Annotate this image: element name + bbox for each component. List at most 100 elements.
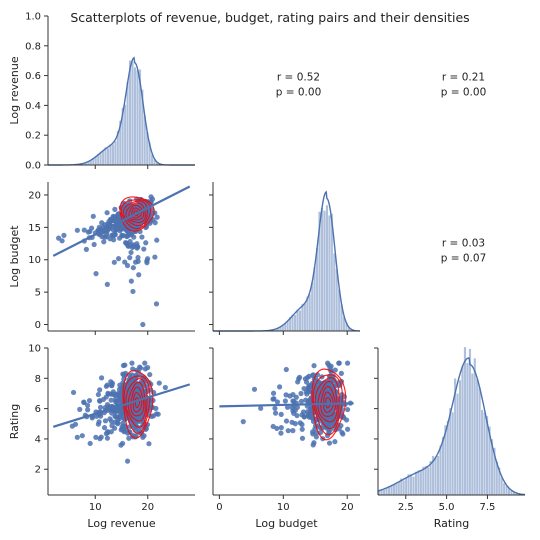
correlation-p-text: p = 0.07 xyxy=(441,253,487,265)
scatter-point xyxy=(154,214,160,220)
kde-contour xyxy=(311,368,347,441)
scatter-point xyxy=(108,379,114,385)
scatter-point xyxy=(153,405,159,412)
scatter-point xyxy=(147,371,153,378)
x-tick-label: 10 xyxy=(89,502,102,513)
scatter-point xyxy=(136,272,142,278)
hist-bar xyxy=(109,144,112,166)
x-tick-label: 2.5 xyxy=(398,502,414,513)
scatter-point xyxy=(110,227,116,233)
hist-bar xyxy=(417,470,420,496)
scatter-point xyxy=(113,395,119,402)
scatter-point xyxy=(143,240,149,246)
scatter-point xyxy=(274,425,280,432)
hist-bar xyxy=(470,373,474,496)
hist-bar xyxy=(473,357,477,496)
hist-bar xyxy=(436,455,440,496)
scatter-point xyxy=(98,375,105,381)
scatter-point xyxy=(292,407,298,413)
regression-line xyxy=(52,185,191,257)
scatter-point xyxy=(88,225,95,231)
hist-bar xyxy=(475,378,479,496)
scatter-point xyxy=(115,419,121,426)
hist-bar xyxy=(301,303,304,332)
scatter-point xyxy=(278,425,284,431)
regression-line xyxy=(219,402,354,408)
scatter-point xyxy=(81,399,87,406)
scatter-point xyxy=(145,364,151,371)
scatter-point xyxy=(124,233,130,240)
scatter-point xyxy=(274,399,281,405)
kde-line xyxy=(377,357,526,496)
scatter-point xyxy=(332,367,338,373)
scatter-point xyxy=(310,431,316,437)
scatter-point xyxy=(152,254,158,260)
correlation-p-text: p = 0.00 xyxy=(276,87,322,99)
scatter-point xyxy=(118,442,124,448)
scatter-point xyxy=(148,194,154,200)
y-tick-label: 15 xyxy=(28,223,41,234)
scatter-point xyxy=(141,246,147,252)
hist-bar xyxy=(446,420,450,496)
scatter-point xyxy=(96,419,102,425)
hist-bar xyxy=(478,387,482,496)
scatter-point xyxy=(283,366,289,373)
kde-contour xyxy=(323,391,334,414)
hist-bar xyxy=(480,409,484,496)
hist-bar xyxy=(308,293,312,332)
scatter-point xyxy=(156,380,162,386)
y-tick-label: 0.2 xyxy=(25,131,41,142)
scatter-point xyxy=(85,407,91,413)
hist-bar xyxy=(382,489,386,496)
scatter-point xyxy=(272,405,278,411)
scatter-point xyxy=(293,394,299,400)
y-axis-label: Log revenue xyxy=(8,56,21,124)
scatter-point xyxy=(119,424,125,430)
scatter-point xyxy=(125,229,131,235)
kde-contour xyxy=(120,199,152,230)
scatter-point xyxy=(135,219,142,225)
scatter-point xyxy=(104,382,110,388)
scatter-point xyxy=(129,360,135,366)
x-tick-label: 10 xyxy=(277,502,290,513)
scatter-point xyxy=(278,430,284,436)
scatter-point xyxy=(125,243,132,249)
x-axis-label: Log revenue xyxy=(87,517,155,530)
scatter-point xyxy=(332,439,338,445)
scatter-point xyxy=(116,390,122,396)
hist-bar xyxy=(323,210,326,332)
scatter-point xyxy=(104,435,111,441)
scatter-point xyxy=(103,394,109,400)
hist-bar xyxy=(439,445,442,496)
scatter-point xyxy=(132,259,139,265)
scatter-point xyxy=(109,423,115,429)
scatter-point xyxy=(117,395,123,401)
scatter-point xyxy=(270,390,277,396)
scatter-point xyxy=(74,227,80,233)
scatter-point xyxy=(116,235,123,241)
regression-line xyxy=(52,383,191,428)
scatter-point xyxy=(74,434,80,440)
scatter-point xyxy=(56,235,62,241)
kde-contour xyxy=(123,375,151,434)
kde-contour xyxy=(119,196,155,232)
hist-bar xyxy=(332,253,336,332)
kde-contour xyxy=(314,376,340,430)
scatter-point xyxy=(305,387,312,393)
scatter-point xyxy=(336,360,342,366)
hist-bar xyxy=(451,411,455,496)
scatter-point xyxy=(101,239,107,245)
kde-contour xyxy=(320,385,336,417)
correlation-r-text: r = 0.03 xyxy=(442,238,485,250)
scatter-point xyxy=(338,370,344,376)
scatter-point xyxy=(101,425,108,431)
hist-bar xyxy=(397,481,401,496)
scatter-point xyxy=(128,249,134,256)
kde-contour xyxy=(133,210,140,217)
y-tick-label: 6 xyxy=(35,404,41,415)
scatter-point xyxy=(278,411,284,417)
scatter-point xyxy=(153,301,160,307)
y-tick-label: 0.6 xyxy=(25,71,41,82)
scatter-point xyxy=(97,387,103,393)
